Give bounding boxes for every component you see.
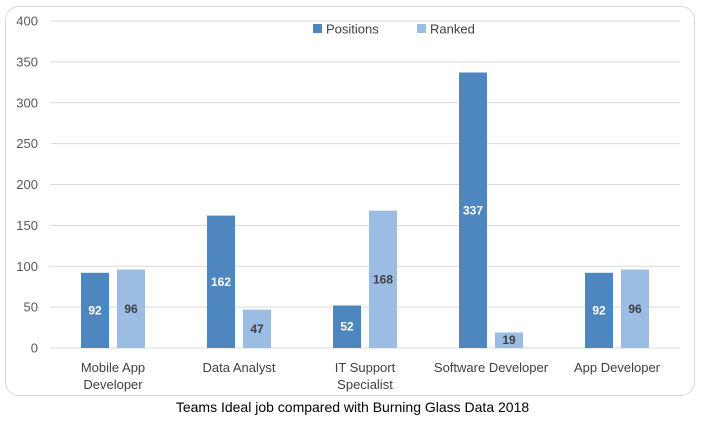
category-label-line: IT Support [335, 360, 396, 375]
y-tick-label: 50 [24, 300, 38, 315]
gridlines [50, 20, 680, 349]
legend: Positions Ranked [313, 22, 475, 37]
category-label: Software Developer [434, 360, 549, 375]
bar-ranked [243, 309, 271, 348]
bar-positions [459, 72, 487, 348]
data-label: 92 [592, 303, 606, 317]
bar-ranked [117, 269, 145, 348]
bar-positions [207, 215, 235, 348]
y-tick-label: 400 [16, 14, 38, 29]
bar-ranked [369, 210, 397, 348]
bar-ranked [495, 332, 523, 348]
y-tick-label: 200 [16, 177, 38, 192]
y-tick-label: 250 [16, 136, 38, 151]
x-axis-categories: Mobile App Developer Data Analyst IT Suppor… [81, 360, 661, 392]
y-tick-label: 150 [16, 218, 38, 233]
y-tick-label: 0 [31, 341, 38, 356]
data-label: 168 [373, 272, 393, 286]
bar-positions [81, 272, 109, 348]
category-label-line: Data Analyst [203, 360, 276, 375]
category-label-line: Software Developer [434, 360, 549, 375]
data-label: 162 [211, 275, 231, 289]
category-label-line: Mobile App [81, 360, 145, 375]
category-label: Data Analyst [203, 360, 276, 375]
data-label: 337 [463, 203, 483, 217]
category-label-line: Specialist [337, 377, 393, 392]
bar-ranked [621, 269, 649, 348]
data-label: 96 [124, 302, 138, 316]
category-label: IT Support Specialist [335, 360, 396, 392]
y-axis-ticks: 0 50 100 150 200 250 300 350 400 [16, 14, 38, 356]
category-label-line: Developer [83, 377, 143, 392]
bars: 92 162 52 337 92 96 47 168 19 96 [81, 72, 649, 348]
legend-label: Positions [326, 22, 379, 37]
chart-caption: Teams Ideal job compared with Burning Gl… [175, 399, 530, 415]
category-label-line: App Developer [574, 360, 661, 375]
data-label: 96 [628, 302, 642, 316]
data-label: 19 [502, 333, 516, 347]
legend-swatch [417, 24, 426, 33]
bar-positions [585, 272, 613, 348]
legend-swatch [313, 24, 322, 33]
data-label: 92 [88, 303, 102, 317]
y-tick-label: 300 [16, 95, 38, 110]
data-label: 52 [340, 320, 354, 334]
y-tick-label: 100 [16, 259, 38, 274]
legend-label: Ranked [430, 22, 475, 37]
category-label: Mobile App Developer [81, 360, 145, 392]
data-label: 47 [250, 322, 264, 336]
category-label: App Developer [574, 360, 661, 375]
y-tick-label: 350 [16, 54, 38, 69]
bar-positions [333, 305, 361, 348]
